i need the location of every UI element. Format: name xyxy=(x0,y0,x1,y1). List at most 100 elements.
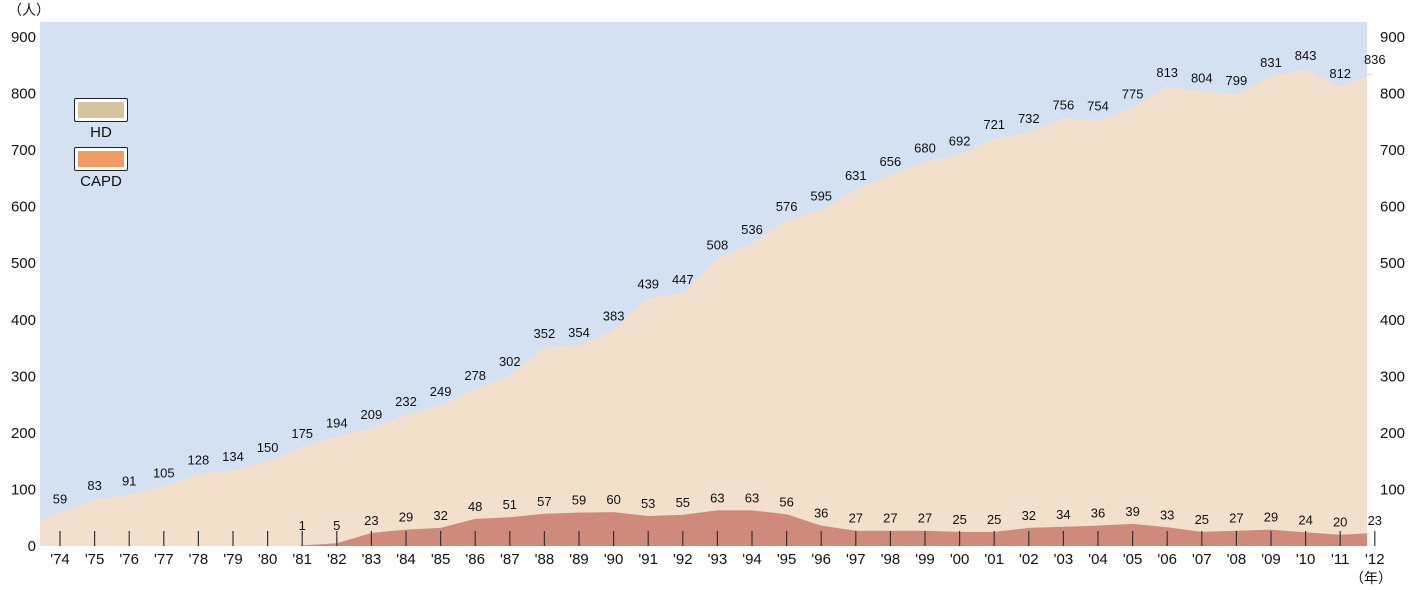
data-label-hd: 576 xyxy=(776,199,798,214)
area-hd xyxy=(40,69,1375,546)
data-label-hd: 134 xyxy=(222,449,244,464)
data-label-hd: 354 xyxy=(568,325,590,340)
data-label-capd: 48 xyxy=(468,499,482,514)
x-tick-label: '11 xyxy=(1331,551,1349,568)
x-tick-label: '12 xyxy=(1365,551,1385,568)
data-label-capd: 39 xyxy=(1125,504,1139,519)
data-label-capd: 27 xyxy=(1229,511,1243,526)
data-label-hd: 249 xyxy=(430,384,452,399)
data-label-capd: 57 xyxy=(537,494,551,509)
data-label-capd: 25 xyxy=(952,512,966,527)
data-label-hd: 175 xyxy=(291,426,313,441)
data-label-capd: 36 xyxy=(1091,506,1105,521)
data-label-hd: 352 xyxy=(534,326,556,341)
x-tick-label: '86 xyxy=(465,551,485,568)
data-label-capd: 32 xyxy=(433,508,447,523)
data-label-hd: 536 xyxy=(741,222,763,237)
x-tick-label: '09 xyxy=(1261,551,1281,568)
x-tick-label: '06 xyxy=(1157,551,1177,568)
data-label-hd: 447 xyxy=(672,272,694,287)
x-tick-label: '91 xyxy=(638,551,658,568)
data-label-hd: 813 xyxy=(1156,65,1178,80)
x-tick-label: '01 xyxy=(984,551,1004,568)
data-label-hd: 232 xyxy=(395,394,417,409)
x-tick-label: '92 xyxy=(673,551,693,568)
y-tick-label-right: 600 xyxy=(1380,199,1405,216)
y-tick-label-left: 100 xyxy=(11,481,36,498)
x-tick-label: '96 xyxy=(811,551,831,568)
y-tick-label-right: 700 xyxy=(1380,142,1405,159)
data-label-hd: 754 xyxy=(1087,99,1109,114)
legend: HD CAPD xyxy=(66,98,136,196)
x-tick-label: '89 xyxy=(569,551,589,568)
data-label-hd: 83 xyxy=(87,478,101,493)
x-tick-label: '98 xyxy=(881,551,901,568)
data-label-capd: 60 xyxy=(606,492,620,507)
y-tick-label-left: 200 xyxy=(11,425,36,442)
x-tick-label: '97 xyxy=(846,551,866,568)
data-label-hd: 656 xyxy=(880,154,902,169)
data-label-capd: 55 xyxy=(676,495,690,510)
x-tick-label: '94 xyxy=(742,551,762,568)
data-label-capd: 33 xyxy=(1160,507,1174,522)
data-label-capd: 27 xyxy=(918,511,932,526)
data-label-hd: 680 xyxy=(914,140,936,155)
data-label-hd: 439 xyxy=(637,277,659,292)
data-label-capd: 56 xyxy=(779,494,793,509)
x-tick-label: '76 xyxy=(119,551,139,568)
data-label-hd: 799 xyxy=(1226,73,1248,88)
y-tick-label-left: 500 xyxy=(11,255,36,272)
data-label-capd: 63 xyxy=(745,490,759,505)
x-tick-label: '87 xyxy=(500,551,520,568)
legend-label-hd: HD xyxy=(90,124,112,141)
data-label-hd: 843 xyxy=(1295,48,1317,63)
data-label-capd: 27 xyxy=(849,511,863,526)
x-tick-label: '08 xyxy=(1227,551,1247,568)
x-unit-label: （年） xyxy=(1350,570,1392,586)
data-label-hd: 209 xyxy=(361,407,383,422)
data-label-capd: 59 xyxy=(572,493,586,508)
data-label-capd: 36 xyxy=(814,506,828,521)
data-label-capd: 34 xyxy=(1056,507,1070,522)
x-tick-label: '02 xyxy=(1019,551,1039,568)
data-label-hd: 775 xyxy=(1122,87,1144,102)
data-label-capd: 5 xyxy=(333,518,340,533)
legend-label-capd: CAPD xyxy=(80,173,122,190)
data-label-hd: 836 xyxy=(1364,52,1386,67)
y-tick-label-left: 300 xyxy=(11,368,36,385)
legend-item-hd: HD xyxy=(66,98,136,141)
data-label-capd: 51 xyxy=(503,497,517,512)
x-tick-label: '95 xyxy=(777,551,797,568)
x-tick-label: '84 xyxy=(396,551,416,568)
y-tick-label-left: 800 xyxy=(11,86,36,103)
data-label-capd: 20 xyxy=(1333,515,1347,530)
x-tick-label: '04 xyxy=(1088,551,1108,568)
y-tick-label-right: 800 xyxy=(1380,86,1405,103)
x-tick-label: '79 xyxy=(223,551,243,568)
data-label-hd: 831 xyxy=(1260,55,1282,70)
data-label-hd: 150 xyxy=(257,440,279,455)
data-label-capd: 27 xyxy=(883,511,897,526)
y-tick-label-right: 300 xyxy=(1380,368,1405,385)
data-label-capd: 23 xyxy=(364,513,378,528)
y-unit-label: （人） xyxy=(8,2,50,18)
x-tick-label: '78 xyxy=(189,551,209,568)
data-label-hd: 692 xyxy=(949,134,971,149)
y-tick-label-left: 700 xyxy=(11,142,36,159)
data-label-capd: 63 xyxy=(710,490,724,505)
data-label-hd: 631 xyxy=(845,168,867,183)
x-tick-label: '88 xyxy=(535,551,555,568)
data-label-hd: 812 xyxy=(1329,66,1351,81)
y-tick-label-right: 200 xyxy=(1380,425,1405,442)
x-tick-label: '90 xyxy=(604,551,624,568)
data-label-hd: 59 xyxy=(53,492,67,507)
x-tick-label: '03 xyxy=(1054,551,1074,568)
data-label-capd: 25 xyxy=(987,512,1001,527)
data-label-capd: 29 xyxy=(1264,510,1278,525)
x-tick-label: '99 xyxy=(915,551,935,568)
x-tick-label: '81 xyxy=(292,551,312,568)
data-label-hd: 383 xyxy=(603,308,625,323)
data-label-capd: 53 xyxy=(641,496,655,511)
